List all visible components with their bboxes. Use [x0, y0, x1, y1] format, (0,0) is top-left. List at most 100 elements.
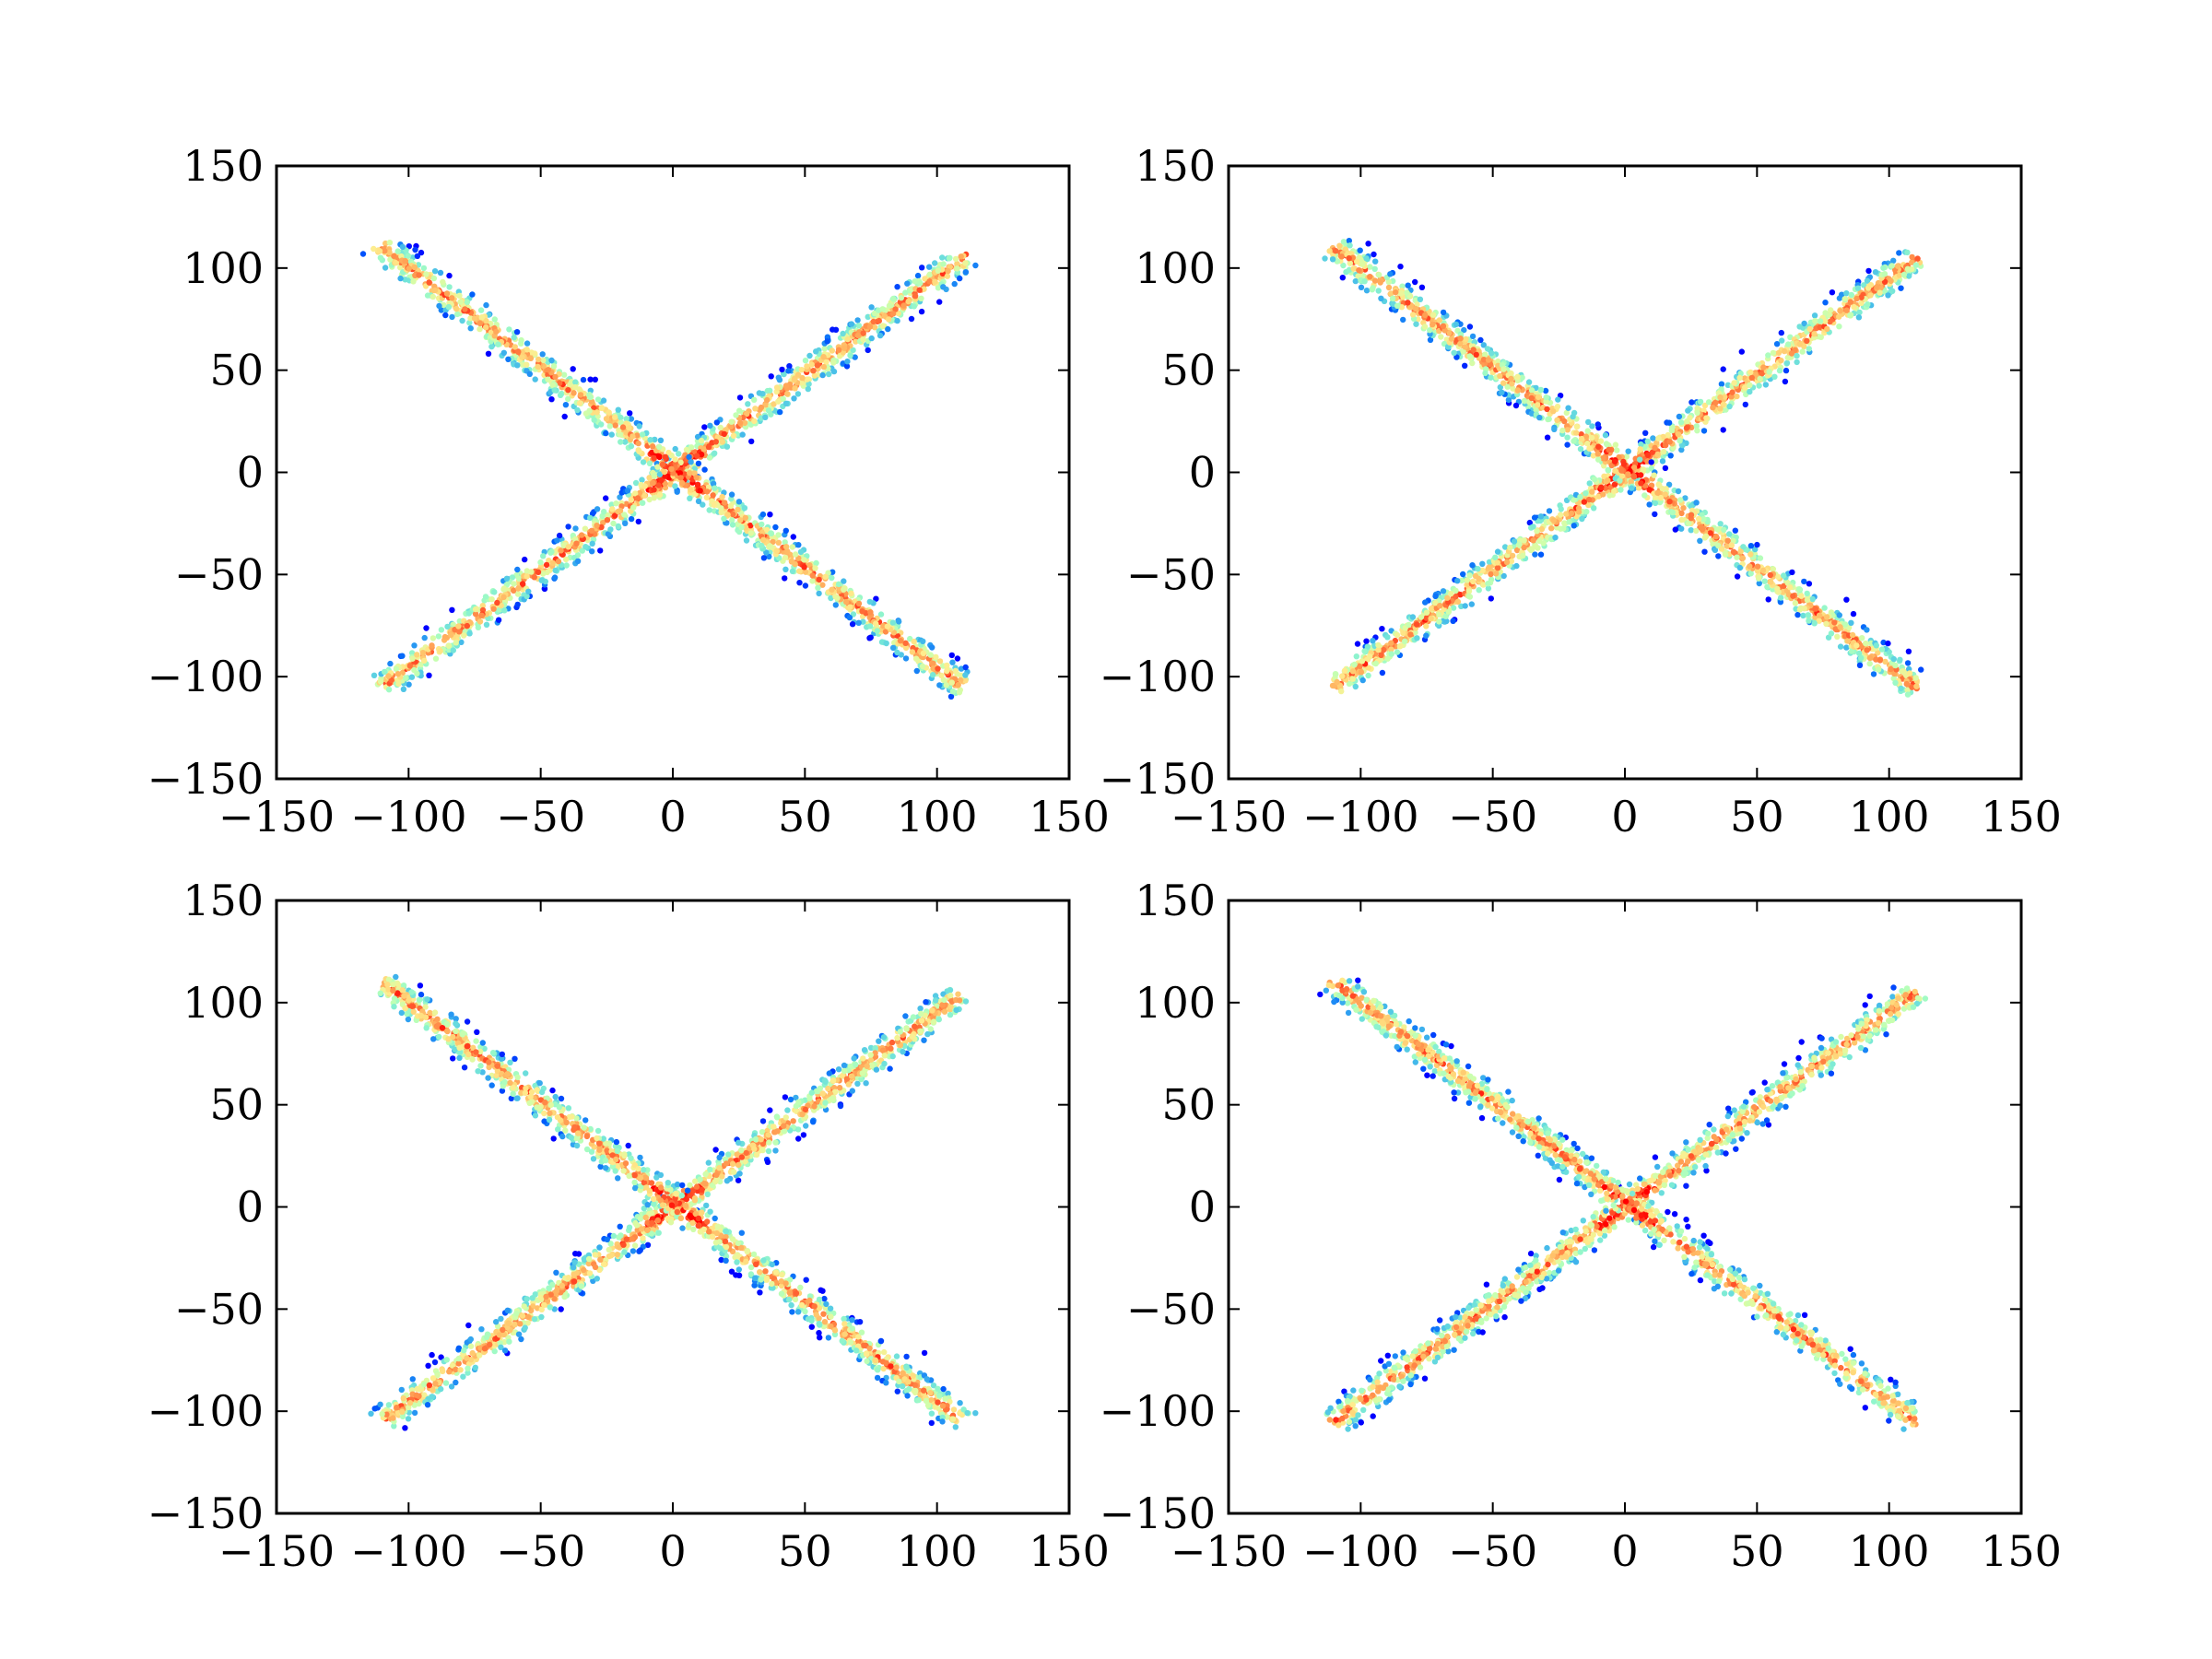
scatter-point [1488, 595, 1495, 602]
scatter-point [1528, 387, 1535, 394]
scatter-point [809, 572, 816, 579]
scatter-point [1823, 620, 1830, 628]
scatter-point [832, 326, 840, 333]
scatter-point [790, 1118, 796, 1124]
scatter-point [1829, 289, 1836, 296]
scatter-point [402, 276, 408, 283]
scatter-point [930, 660, 936, 666]
scatter-point [936, 299, 943, 305]
scatter-point [742, 514, 748, 521]
scatter-point [1828, 630, 1835, 637]
scatter-point [1760, 364, 1767, 371]
scatter-point [1877, 656, 1884, 664]
scatter-point [552, 373, 559, 381]
scatter-point [1742, 384, 1748, 391]
scatter-point [1346, 255, 1352, 262]
scatter-point [1397, 264, 1404, 270]
scatter-point [816, 576, 822, 583]
scatter-point [488, 596, 495, 603]
scatter-point [751, 418, 758, 425]
scatter-point [1894, 263, 1901, 269]
scatter-point [912, 655, 920, 662]
scatter-point [870, 318, 877, 325]
scatter-point [1872, 269, 1879, 276]
scatter-point [767, 512, 773, 518]
scatter-point [1540, 540, 1547, 547]
scatter-point [549, 382, 556, 389]
scatter-point [1757, 555, 1764, 561]
scatter-point [1393, 288, 1399, 296]
scatter-point [1843, 307, 1850, 313]
scatter-point [678, 479, 686, 487]
scatter-point [1350, 265, 1357, 272]
scatter-point [1736, 374, 1743, 382]
scatter-point [449, 295, 455, 301]
scatter-point [493, 328, 500, 335]
scatter-point [1451, 349, 1457, 356]
scatter-point [382, 248, 388, 254]
scatter-point [1754, 541, 1760, 548]
scatter-point [513, 329, 521, 335]
scatter-point [453, 640, 459, 646]
scatter-point [1352, 277, 1359, 285]
scatter-point [762, 402, 770, 408]
scatter-point [1659, 458, 1666, 465]
scatter-point [767, 1107, 773, 1113]
scatter-point [469, 291, 476, 298]
scatter-point [1414, 635, 1420, 641]
scatter-point [1675, 431, 1682, 438]
scatter-point [1800, 612, 1806, 619]
scatter-point [1333, 671, 1339, 677]
scatter-point [718, 509, 724, 516]
scatter-point [457, 299, 464, 305]
scatter-point [706, 507, 712, 513]
scatter-point [1734, 573, 1741, 580]
scatter-point [789, 544, 795, 550]
scatter-point [1363, 638, 1370, 644]
scatter-point [920, 650, 927, 656]
scatter-point [1363, 288, 1371, 294]
scatter-point [656, 471, 664, 477]
scatter-point [728, 491, 735, 498]
scatter-point [1853, 295, 1860, 302]
scatter-point [571, 390, 577, 396]
scatter-point [1861, 282, 1867, 288]
scatter-point [634, 432, 641, 439]
scatter-point [701, 466, 708, 473]
scatter-point [1867, 282, 1875, 288]
scatter-point [1388, 651, 1395, 657]
scatter-point [1695, 515, 1702, 523]
scatter-point [724, 443, 731, 450]
scatter-point [493, 1319, 500, 1325]
scatter-point [1501, 544, 1509, 550]
scatter-point [1718, 381, 1725, 387]
scatter-point [677, 475, 684, 481]
scatter-point [940, 677, 947, 683]
y-tick-label: −150 [147, 754, 264, 804]
scatter-point [1644, 438, 1652, 445]
scatter-point [1511, 538, 1518, 545]
scatter-point [939, 254, 946, 261]
scatter-point [877, 611, 885, 618]
scatter-point [1347, 260, 1354, 266]
scatter-point [881, 312, 888, 320]
scatter-point [431, 287, 439, 294]
scatter-point [1912, 675, 1919, 681]
scatter-point [1351, 661, 1358, 668]
scatter-point [1856, 662, 1864, 668]
scatter-point [774, 384, 781, 392]
scatter-point [528, 569, 535, 575]
scatter-point [1468, 601, 1476, 607]
scatter-point [572, 383, 579, 391]
scatter-point [572, 379, 579, 385]
scatter-point [717, 424, 724, 431]
scatter-point [503, 575, 511, 582]
scatter-point [1867, 292, 1874, 299]
scatter-point [1603, 441, 1610, 447]
scatter-point [1652, 511, 1658, 518]
scatter-point [775, 398, 782, 405]
scatter-point [619, 424, 627, 430]
scatter-point [672, 456, 678, 463]
scatter-point [926, 264, 933, 270]
scatter-point [525, 588, 532, 594]
